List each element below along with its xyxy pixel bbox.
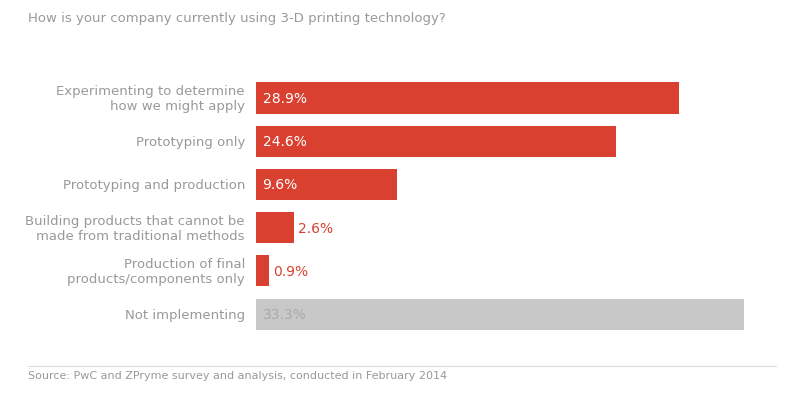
Bar (256, 83, 679, 114)
Text: 2.6%: 2.6% (298, 221, 333, 235)
Text: How is your company currently using 3-D printing technology?: How is your company currently using 3-D … (28, 12, 446, 25)
Text: 33.3%: 33.3% (262, 307, 306, 321)
Bar (256, 213, 294, 244)
Bar (256, 256, 269, 287)
Bar (256, 126, 616, 158)
Text: 0.9%: 0.9% (273, 264, 308, 278)
Bar (256, 169, 397, 200)
Bar (256, 299, 744, 330)
Text: Source: PwC and ZPryme survey and analysis, conducted in February 2014: Source: PwC and ZPryme survey and analys… (28, 371, 447, 381)
Text: 9.6%: 9.6% (262, 178, 298, 192)
Text: 24.6%: 24.6% (262, 135, 306, 149)
Text: 28.9%: 28.9% (262, 92, 306, 106)
